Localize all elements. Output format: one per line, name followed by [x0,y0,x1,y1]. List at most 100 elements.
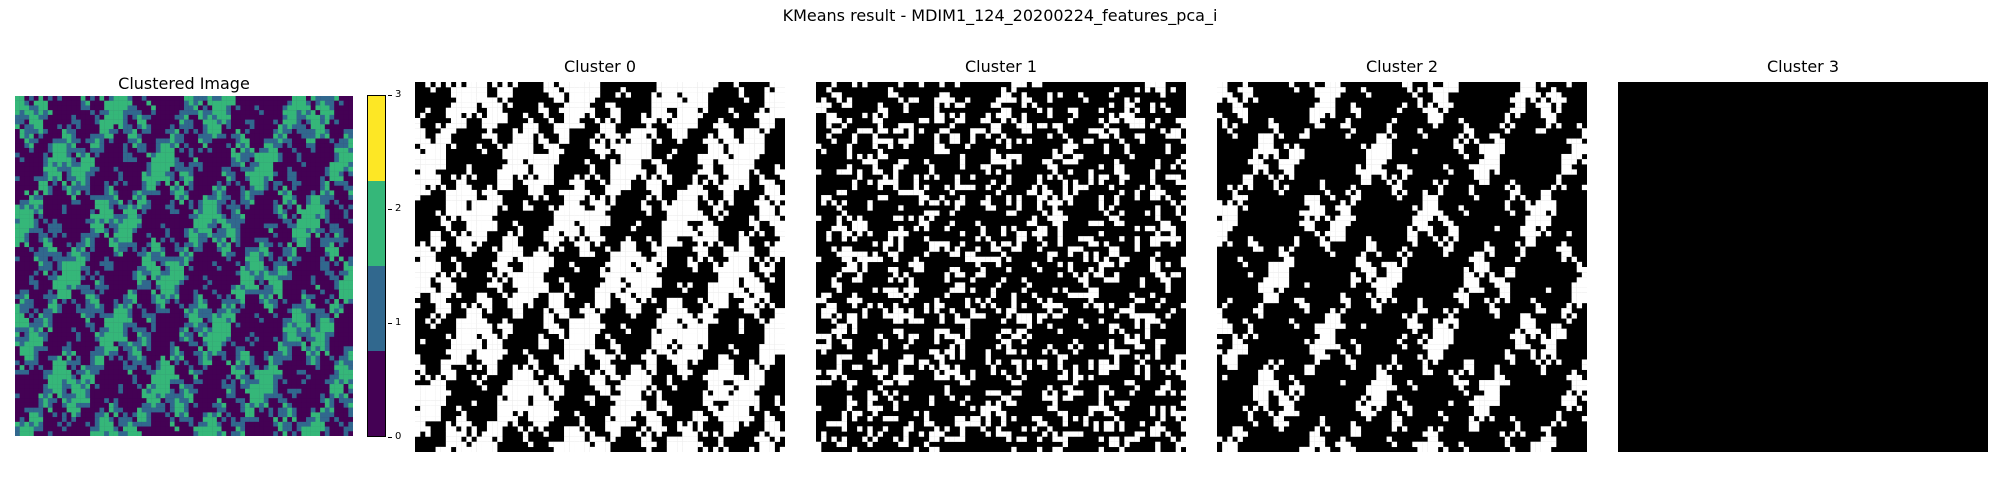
pixel-cell [320,186,325,191]
pixel-cell [114,417,119,422]
pixel-cell [34,356,39,361]
pixel-cell [193,134,198,139]
pixel-cell [259,110,264,115]
pixel-cell [95,266,100,271]
pixel-cell [217,375,222,380]
pixel-cell [306,101,311,106]
pixel-cell [137,351,142,356]
pixel-cell [287,96,292,101]
pixel-cell [123,252,128,257]
pixel-cell [315,337,320,342]
pixel-cell [161,143,166,148]
pixel-cell [100,342,105,347]
pixel-cell [301,96,306,101]
pixel-cell [132,233,137,238]
pixel-cell [165,124,170,129]
pixel-cell [104,214,109,219]
pixel-cell [278,375,283,380]
pixel-cell [100,360,105,365]
pixel-cell [212,294,217,299]
pixel-cell [123,242,128,247]
pixel-cell [179,417,184,422]
pixel-cell [43,167,48,172]
pixel-cell [95,233,100,238]
pixel-cell [161,365,166,370]
pixel-cell [43,101,48,106]
pixel-cell [297,153,302,158]
pixel-cell [297,417,302,422]
pixel-cell [207,375,212,380]
pixel-cell [226,394,231,399]
pixel-cell [29,408,34,413]
pixel-cell [53,110,58,115]
pixel-cell [320,299,325,304]
pixel-cell [344,275,349,280]
pixel-cell [151,181,156,186]
pixel-cell [222,257,227,262]
pixel-cell [57,266,62,271]
pixel-cell [212,162,217,167]
pixel-cell [254,299,259,304]
pixel-cell [207,304,212,309]
pixel-cell [48,96,53,101]
pixel-cell [222,115,227,120]
pixel-cell [184,186,189,191]
pixel-cell [85,365,90,370]
pixel-cell [57,157,62,162]
pixel-cell [43,379,48,384]
pixel-cell [207,209,212,214]
pixel-cell [273,205,278,210]
pixel-cell [81,294,86,299]
pixel-cell [217,257,222,262]
pixel-cell [48,408,53,413]
pixel-cell [179,101,184,106]
pixel-cell [104,351,109,356]
pixel-cell [250,342,255,347]
pixel-cell [57,153,62,158]
pixel-cell [38,294,43,299]
pixel-cell [48,247,53,252]
pixel-cell [146,214,151,219]
pixel-cell [344,143,349,148]
pixel-cell [81,176,86,181]
pixel-cell [306,266,311,271]
pixel-cell [287,389,292,394]
pixel-cell [245,271,250,276]
pixel-cell [43,195,48,200]
pixel-cell [170,313,175,318]
pixel-cell [156,313,161,318]
pixel-cell [325,233,330,238]
pixel-cell [104,110,109,115]
pixel-cell [165,323,170,328]
pixel-cell [254,313,259,318]
pixel-cell [207,190,212,195]
pixel-cell [273,214,278,219]
pixel-cell [156,408,161,413]
pixel-cell [344,342,349,347]
pixel-cell [43,120,48,125]
pixel-cell [212,134,217,139]
pixel-cell [95,129,100,134]
pixel-cell [226,342,231,347]
pixel-cell [240,242,245,247]
pixel-cell [269,389,274,394]
pixel-cell [128,101,133,106]
pixel-cell [85,224,90,229]
pixel-cell [114,294,119,299]
pixel-cell [297,271,302,276]
pixel-cell [146,190,151,195]
pixel-cell [71,176,76,181]
pixel-cell [198,148,203,153]
pixel-cell [334,224,339,229]
pixel-cell [71,313,76,318]
pixel-cell [283,365,288,370]
pixel-cell [320,342,325,347]
pixel-cell [348,337,353,342]
pixel-cell [128,105,133,110]
pixel-cell [156,124,161,129]
pixel-cell [203,365,208,370]
pixel-cell [142,309,147,314]
pixel-cell [339,167,344,172]
pixel-cell [287,408,292,413]
pixel-cell [43,351,48,356]
